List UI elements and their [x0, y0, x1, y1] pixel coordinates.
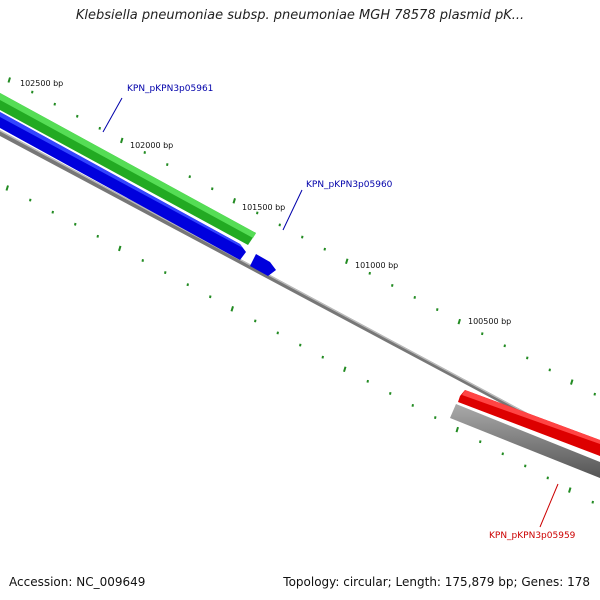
label-leaders	[102, 97, 559, 528]
tick-mark	[120, 137, 124, 144]
tick-mark	[411, 404, 414, 407]
tick-mark	[345, 258, 349, 265]
tick-mark	[188, 175, 191, 179]
tick-mark	[301, 235, 304, 239]
tick-mark	[5, 185, 9, 191]
tick-mark	[299, 343, 302, 347]
tick-mark	[434, 416, 437, 420]
tick-mark	[276, 331, 279, 335]
tick-mark	[76, 114, 79, 118]
tick-mark	[548, 368, 551, 372]
tick-marks	[5, 77, 596, 504]
accession-label: Accession: NC_009649	[9, 575, 146, 589]
gene-kpn-pkpn3p05959[interactable]	[458, 390, 600, 456]
tick-label-102500: 102500 bp	[20, 79, 63, 88]
tick-mark	[209, 295, 212, 299]
tick-label-101000: 101000 bp	[355, 261, 398, 270]
tick-label-102000: 102000 bp	[130, 141, 173, 150]
gene-kpn-pkpn3p05961[interactable]	[0, 93, 256, 245]
tick-mark	[391, 283, 394, 287]
tick-mark	[389, 391, 392, 395]
tick-mark	[524, 464, 527, 468]
tick-mark	[436, 308, 439, 312]
tick-mark	[51, 210, 54, 214]
tick-mark	[7, 77, 11, 83]
tick-mark	[455, 426, 459, 433]
leader-05959	[539, 483, 559, 528]
tick-mark	[526, 356, 529, 360]
gene-gray-track	[450, 404, 600, 478]
leader-05961	[102, 97, 123, 133]
tick-mark	[481, 332, 484, 336]
tick-mark	[256, 211, 259, 215]
tick-mark	[343, 366, 347, 373]
backbone	[0, 130, 600, 456]
tick-mark	[166, 163, 169, 167]
gene-label-05959[interactable]: KPN_pKPN3p05959	[489, 531, 576, 541]
tick-mark	[568, 487, 572, 493]
tick-mark	[501, 452, 504, 456]
tick-mark	[211, 187, 214, 191]
tick-mark	[74, 222, 77, 226]
tick-mark	[591, 500, 594, 504]
tick-mark	[503, 344, 506, 348]
tick-mark	[29, 198, 32, 202]
tick-mark	[53, 102, 56, 106]
tick-mark	[593, 392, 596, 396]
tick-mark	[570, 379, 574, 385]
tick-mark	[141, 259, 144, 262]
gene-label-05961[interactable]: KPN_pKPN3p05961	[127, 84, 213, 94]
tick-mark	[254, 319, 257, 323]
genome-summary: Topology: circular; Length: 175,879 bp; …	[283, 575, 590, 589]
tick-label-100500: 100500 bp	[468, 317, 511, 326]
tick-mark	[368, 271, 371, 275]
tick-mark	[118, 245, 122, 252]
tick-mark	[31, 90, 34, 94]
gene-label-05960[interactable]: KPN_pKPN3p05960	[306, 180, 393, 190]
tick-mark	[413, 296, 416, 299]
gene-blue-reverse[interactable]	[0, 112, 246, 260]
tick-mark	[321, 355, 324, 359]
tick-mark	[143, 151, 146, 154]
tick-label-101500: 101500 bp	[242, 203, 285, 212]
tick-mark	[479, 440, 482, 444]
tick-mark	[232, 198, 236, 204]
leader-05960	[282, 189, 303, 231]
tick-mark	[366, 379, 369, 383]
tick-mark	[546, 476, 549, 480]
tick-mark	[230, 306, 234, 312]
tick-mark	[323, 247, 326, 251]
gene-kpn-pkpn3p05960[interactable]	[250, 254, 276, 276]
tick-mark	[186, 283, 189, 287]
map-title: Klebsiella pneumoniae subsp. pneumoniae …	[75, 8, 525, 23]
tick-mark	[96, 234, 99, 238]
tick-mark	[457, 318, 461, 325]
tick-mark	[278, 223, 281, 227]
tick-mark	[98, 126, 101, 130]
tick-mark	[164, 271, 167, 275]
